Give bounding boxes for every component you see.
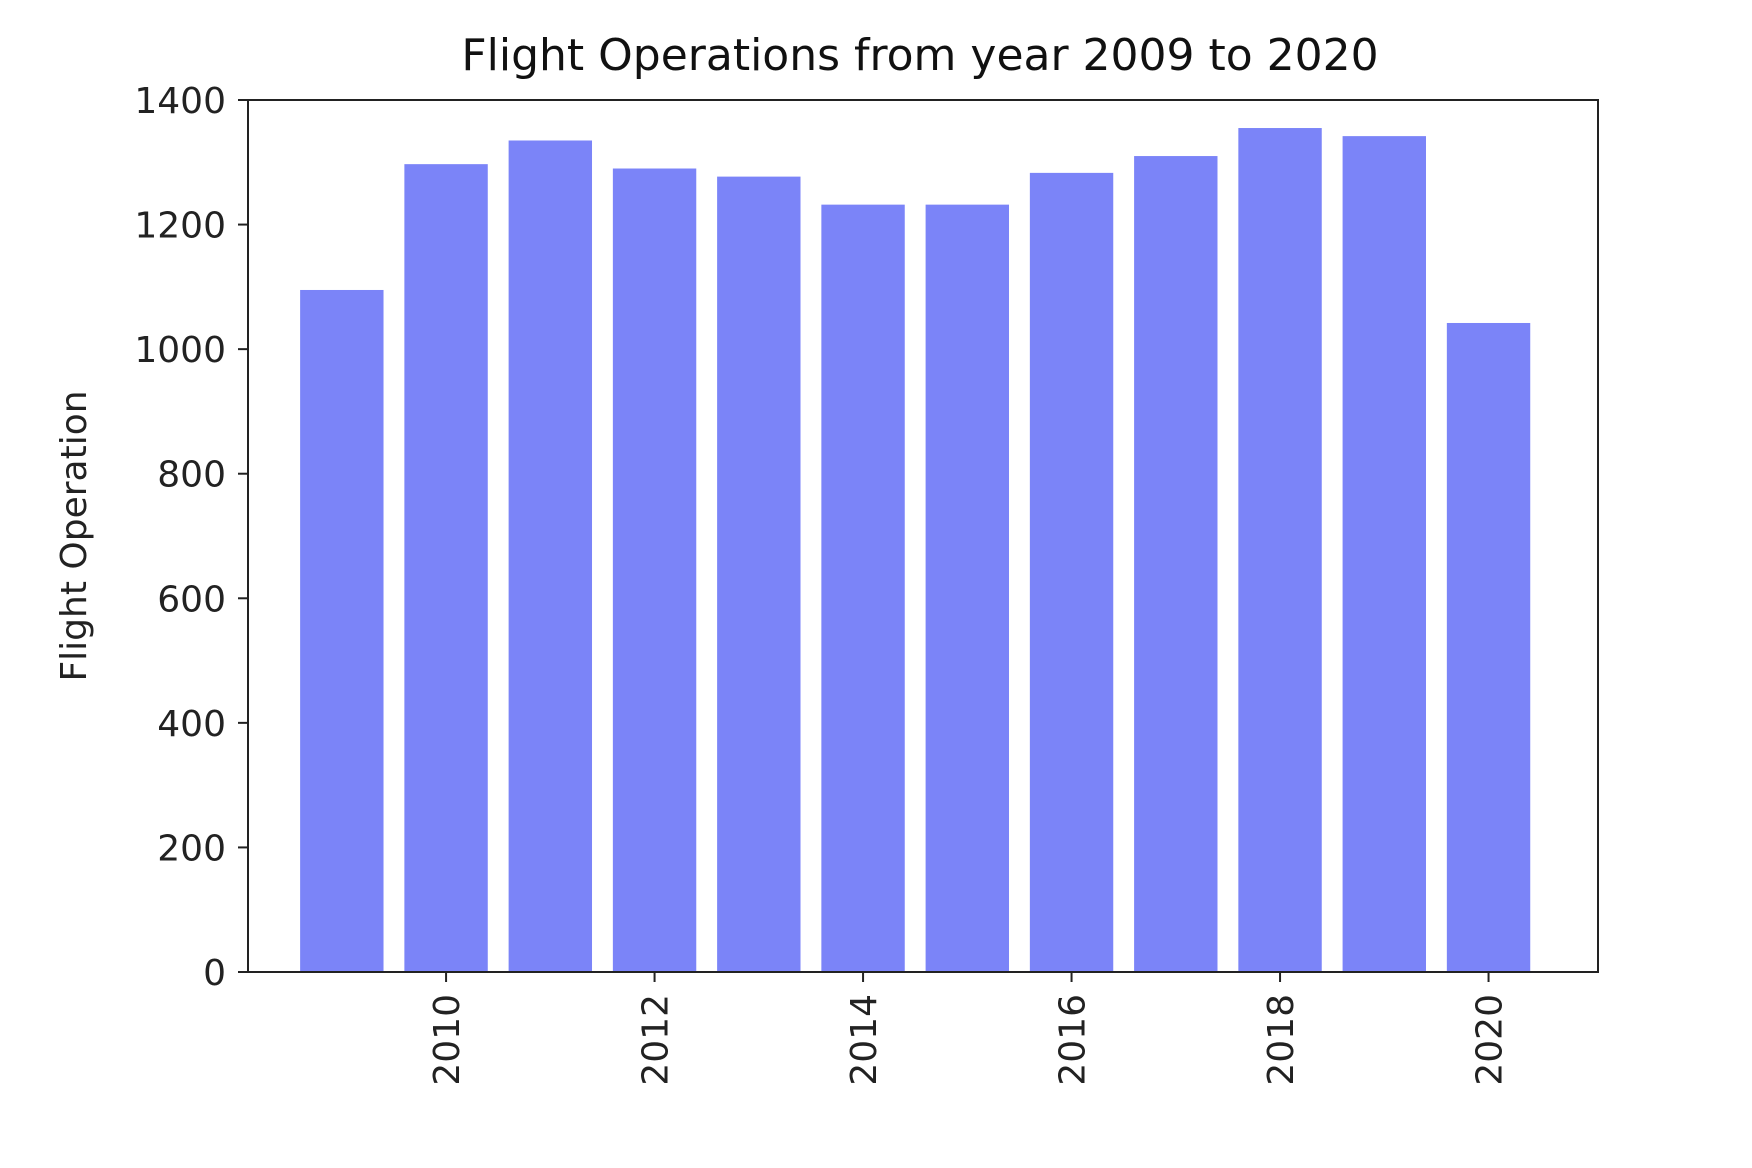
bar-2014 [821, 204, 905, 972]
x-tick-label: 2012 [636, 994, 677, 1086]
y-tick-label: 1000 [134, 330, 226, 371]
bar-series [300, 128, 1531, 973]
bar-2020 [1446, 322, 1531, 972]
bar-2017 [1134, 156, 1218, 973]
bar-2018 [1238, 128, 1322, 972]
y-tick-label: 600 [157, 579, 226, 620]
x-tick-label: 2020 [1470, 994, 1511, 1086]
bar-2010 [404, 164, 488, 972]
y-tick-label: 1200 [134, 206, 226, 247]
y-tick-label: 400 [157, 704, 226, 745]
y-axis: 0 200 400 600 800 1000 1200 1400 [134, 81, 248, 994]
x-tick-label: 2010 [427, 994, 468, 1086]
x-tick-label: 2018 [1261, 994, 1302, 1086]
bar-2019 [1342, 136, 1426, 972]
y-tick-label: 800 [157, 455, 226, 496]
y-tick-label: 0 [203, 953, 226, 994]
bar-2015 [925, 204, 1010, 972]
x-tick-label: 2016 [1053, 994, 1094, 1086]
bar-2009 [300, 289, 384, 972]
y-axis-label: Flight Operation [54, 390, 95, 681]
bar-2011 [508, 140, 593, 972]
y-tick-label: 1400 [134, 81, 226, 122]
chart-title: Flight Operations from year 2009 to 2020 [461, 30, 1378, 81]
x-axis: 2010 2012 2014 2016 2018 2020 [427, 972, 1511, 1086]
bar-2012 [612, 168, 697, 972]
bar-2013 [717, 176, 801, 972]
bar-2016 [1029, 172, 1114, 973]
plot-frame [247, 99, 1599, 973]
y-tick-label: 200 [157, 828, 226, 869]
x-tick-label: 2014 [844, 994, 885, 1086]
